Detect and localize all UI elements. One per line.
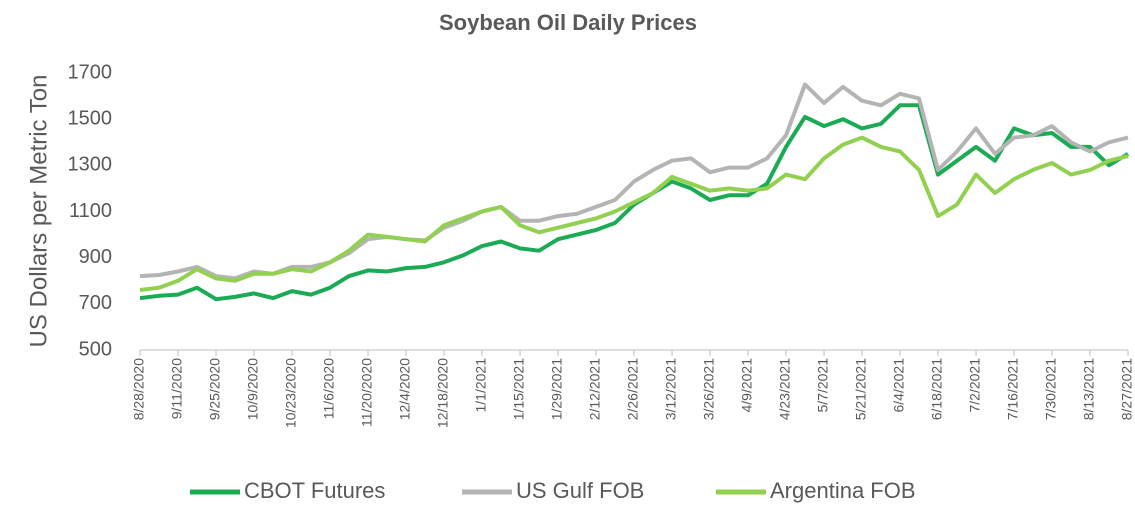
legend-label: Argentina FOB: [770, 478, 916, 503]
x-tick-label: 11/6/2020: [321, 358, 337, 419]
y-tick-label: 1700: [68, 61, 113, 83]
x-tick-label: 6/4/2021: [891, 358, 907, 413]
x-tick-label: 11/20/2020: [359, 358, 375, 427]
x-tick-label: 3/26/2021: [701, 358, 717, 420]
y-tick-label: 1300: [68, 154, 113, 176]
x-tick-label: 12/18/2020: [435, 358, 451, 428]
x-tick-label: 1/1/2021: [473, 358, 489, 413]
legend-label: CBOT Futures: [244, 478, 385, 503]
y-tick-label: 700: [79, 292, 112, 314]
x-tick-label: 8/13/2021: [1081, 358, 1097, 420]
series-line: [139, 82, 1129, 281]
x-tick-label: 2/26/2021: [625, 358, 641, 420]
x-tick-label: 8/27/2021: [1119, 358, 1135, 420]
x-tick-label: 2/12/2021: [587, 358, 603, 420]
x-tick-label: 1/15/2021: [511, 358, 527, 420]
x-tick-label: 4/9/2021: [739, 358, 755, 413]
y-tick-label: 500: [79, 338, 112, 360]
x-tick-label: 5/21/2021: [853, 358, 869, 420]
chart-title: Soybean Oil Daily Prices: [439, 10, 697, 35]
x-tick-label: 5/7/2021: [815, 358, 831, 413]
y-axis-label: US Dollars per Metric Ton: [25, 75, 52, 348]
x-tick-label: 6/18/2021: [929, 358, 945, 420]
x-tick-label: 9/11/2020: [169, 358, 185, 419]
x-tick-label: 4/23/2021: [777, 358, 793, 420]
y-tick-label: 1500: [68, 107, 113, 129]
x-tick-label: 10/23/2020: [283, 358, 299, 428]
series-line: [139, 103, 1130, 302]
legend-label: US Gulf FOB: [516, 478, 644, 503]
y-tick-label: 1100: [69, 200, 112, 222]
x-tick-label: 7/2/2021: [967, 358, 983, 413]
x-tick-label: 8/28/2020: [131, 358, 147, 420]
x-tick-label: 3/12/2021: [663, 358, 679, 420]
x-tick-label: 7/16/2021: [1005, 358, 1021, 420]
x-tick-label: 10/9/2020: [245, 358, 261, 420]
y-tick-label: 900: [79, 246, 112, 268]
x-tick-label: 7/30/2021: [1043, 358, 1059, 420]
x-tick-label: 12/4/2020: [397, 358, 413, 420]
x-tick-label: 9/25/2020: [207, 358, 223, 420]
series-line: [139, 135, 1129, 292]
x-tick-label: 1/29/2021: [549, 358, 565, 420]
